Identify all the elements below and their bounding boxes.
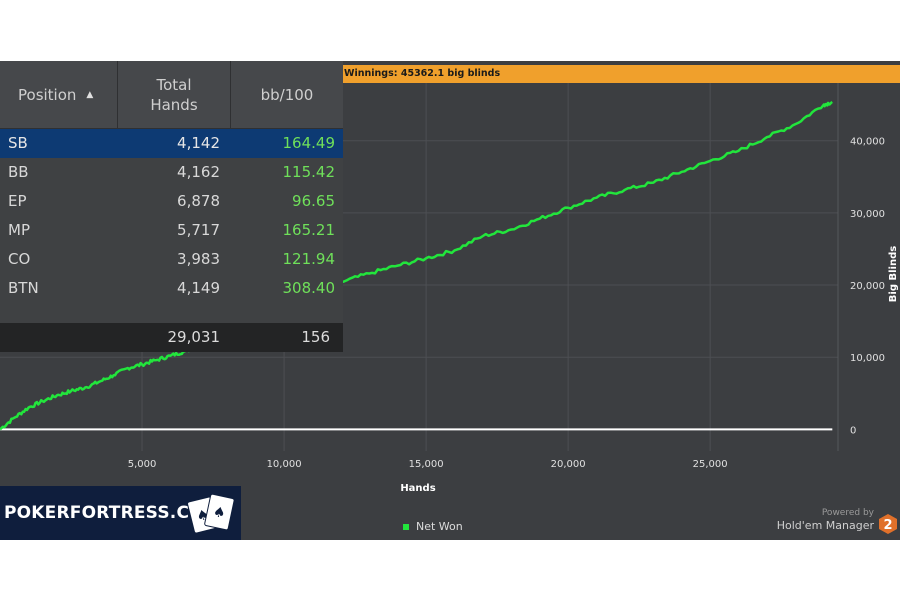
column-header-position[interactable]: Position ▲ bbox=[0, 61, 117, 128]
cell-bb100: 121.94 bbox=[283, 245, 336, 274]
chart-title-bar: Winnings: 45362.1 big blinds bbox=[338, 65, 900, 83]
cell-hands: 6,878 bbox=[177, 187, 220, 216]
hem2-badge-text: 2 bbox=[883, 518, 892, 533]
legend-swatch-net-won bbox=[403, 524, 409, 530]
y-tick-label: 10,000 bbox=[850, 353, 885, 364]
total-bb100-value: 156 bbox=[301, 323, 330, 352]
x-tick-label: 20,000 bbox=[551, 459, 586, 470]
column-header-position-label: Position bbox=[18, 86, 76, 104]
y-tick-label: 20,000 bbox=[850, 281, 885, 292]
cell-hands: 4,162 bbox=[177, 158, 220, 187]
column-header-total-hands-label: Total Hands bbox=[139, 75, 209, 115]
position-stats-table: Position ▲ Total Hands bb/100 SB 4,142 1… bbox=[0, 61, 343, 352]
chart-panel: 5,000 10,000 15,000 20,000 25,000 0 10,000 20,… bbox=[0, 61, 900, 540]
cell-position: BB bbox=[8, 158, 29, 187]
legend-label-net-won: Net Won bbox=[416, 520, 463, 533]
powered-by-hem2: Powered by Hold'em Manager 2 bbox=[770, 508, 900, 538]
table-row-mp[interactable]: MP 5,717 165.21 bbox=[0, 216, 343, 245]
cell-position: BTN bbox=[8, 274, 39, 303]
y-tick-label: 0 bbox=[850, 425, 856, 436]
cell-hands: 5,717 bbox=[177, 216, 220, 245]
table-row-ep[interactable]: EP 6,878 96.65 bbox=[0, 187, 343, 216]
table-row-bb[interactable]: BB 4,162 115.42 bbox=[0, 158, 343, 187]
table-row-co[interactable]: CO 3,983 121.94 bbox=[0, 245, 343, 274]
column-header-bb100[interactable]: bb/100 bbox=[230, 61, 343, 128]
cell-bb100: 96.65 bbox=[292, 187, 335, 216]
x-tick-label: 25,000 bbox=[693, 459, 728, 470]
table-header: Position ▲ Total Hands bb/100 bbox=[0, 61, 343, 129]
playing-cards-icon: ♠ ♠ bbox=[185, 490, 239, 538]
column-header-bb100-label: bb/100 bbox=[261, 86, 314, 104]
cell-position: EP bbox=[8, 187, 27, 216]
y-tick-label: 30,000 bbox=[850, 209, 885, 220]
total-hands-value: 29,031 bbox=[168, 323, 221, 352]
powered-by-product: Hold'em Manager bbox=[777, 519, 874, 532]
table-footer-totals: 29,031 156 bbox=[0, 323, 343, 352]
x-tick-label: 15,000 bbox=[409, 459, 444, 470]
cell-bb100: 115.42 bbox=[283, 158, 336, 187]
chart-title: Winnings: 45362.1 big blinds bbox=[338, 68, 500, 79]
y-axis-title: Big Blinds bbox=[888, 246, 899, 302]
cell-hands: 3,983 bbox=[177, 245, 220, 274]
y-axis-ticks: 0 10,000 20,000 30,000 40,000 bbox=[850, 137, 885, 437]
cell-hands: 4,149 bbox=[177, 274, 220, 303]
cell-hands: 4,142 bbox=[177, 129, 220, 158]
chart-legend: Net Won bbox=[403, 520, 463, 533]
cell-bb100: 164.49 bbox=[283, 129, 336, 158]
cell-bb100: 165.21 bbox=[283, 216, 336, 245]
y-tick-label: 40,000 bbox=[850, 137, 885, 148]
powered-by-label: Powered by bbox=[822, 508, 874, 518]
cell-bb100: 308.40 bbox=[283, 274, 336, 303]
x-axis-title: Hands bbox=[400, 483, 435, 494]
x-axis-ticks: 5,000 10,000 15,000 20,000 25,000 bbox=[128, 459, 728, 470]
hem2-badge-icon: 2 bbox=[878, 514, 898, 534]
pokerfortress-logo: POKERFORTRESS.COM ♠ ♠ bbox=[0, 486, 241, 540]
table-row-btn[interactable]: BTN 4,149 308.40 bbox=[0, 274, 343, 303]
table-row-sb[interactable]: SB 4,142 164.49 bbox=[0, 129, 343, 158]
x-tick-label: 10,000 bbox=[267, 459, 302, 470]
column-header-total-hands[interactable]: Total Hands bbox=[117, 61, 230, 128]
cell-position: CO bbox=[8, 245, 30, 274]
cell-position: SB bbox=[8, 129, 28, 158]
sort-ascending-icon: ▲ bbox=[86, 90, 93, 100]
cell-position: MP bbox=[8, 216, 30, 245]
x-tick-label: 5,000 bbox=[128, 459, 157, 470]
